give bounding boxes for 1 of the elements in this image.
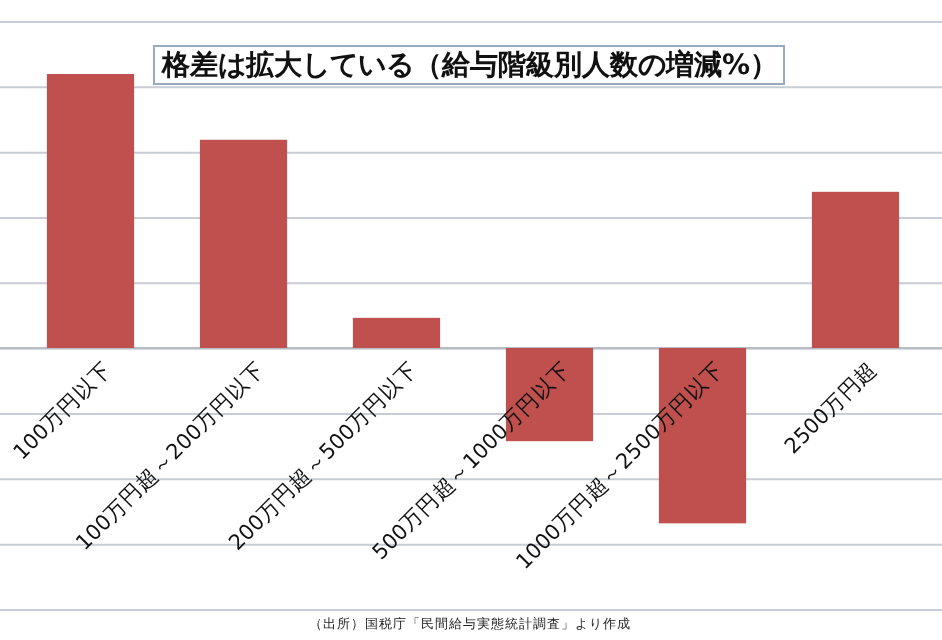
chart-title: 格差は拡大している（給与階級別人数の増減%） xyxy=(159,48,779,82)
